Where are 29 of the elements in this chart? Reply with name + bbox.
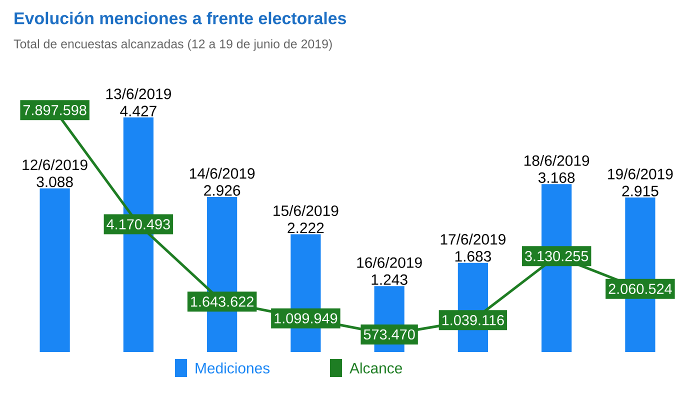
x-tick-label: 18/6/2019 [524, 154, 590, 166]
chart-subtitle: Total de encuestas alcanzadas (12 a 19 de junio de 2019) [14, 39, 332, 51]
data-label: 3.088 [36, 176, 73, 188]
data-label: 2.222 [288, 222, 324, 234]
x-tick-label: 16/6/2019 [357, 256, 422, 268]
x-tick-label: 12/6/2019 [22, 159, 88, 170]
x-tick-label: 14/6/2019 [190, 168, 255, 179]
data-label: 2.060.524 [608, 284, 672, 294]
data-label: 1.039.116 [442, 315, 504, 326]
chart-title: Evolución menciones a frente electorales [14, 12, 346, 24]
x-tick-label: 15/6/2019 [274, 205, 338, 216]
data-label: 7.897.598 [23, 105, 86, 116]
data-label: 4.170.493 [106, 219, 170, 230]
x-tick-label: 13/6/2019 [106, 88, 171, 100]
bar [40, 188, 70, 352]
data-label: 573.470 [364, 329, 415, 340]
data-label: 3.130.255 [524, 251, 588, 262]
data-label: 1.243 [372, 274, 408, 285]
legend-label: Mediciones [196, 362, 270, 374]
x-tick-label: 17/6/2019 [440, 234, 506, 245]
data-label: 1.099.949 [274, 313, 338, 324]
data-label: 2.915 [622, 186, 658, 196]
data-label: 1.683 [455, 251, 491, 262]
data-label: 2.926 [204, 185, 240, 196]
data-label: 3.168 [538, 172, 575, 183]
legend-label: Alcance [350, 362, 402, 374]
data-label: 1.643.622 [191, 296, 254, 307]
x-tick-label: 19/6/2019 [608, 168, 673, 180]
data-label: 4.427 [120, 106, 156, 116]
